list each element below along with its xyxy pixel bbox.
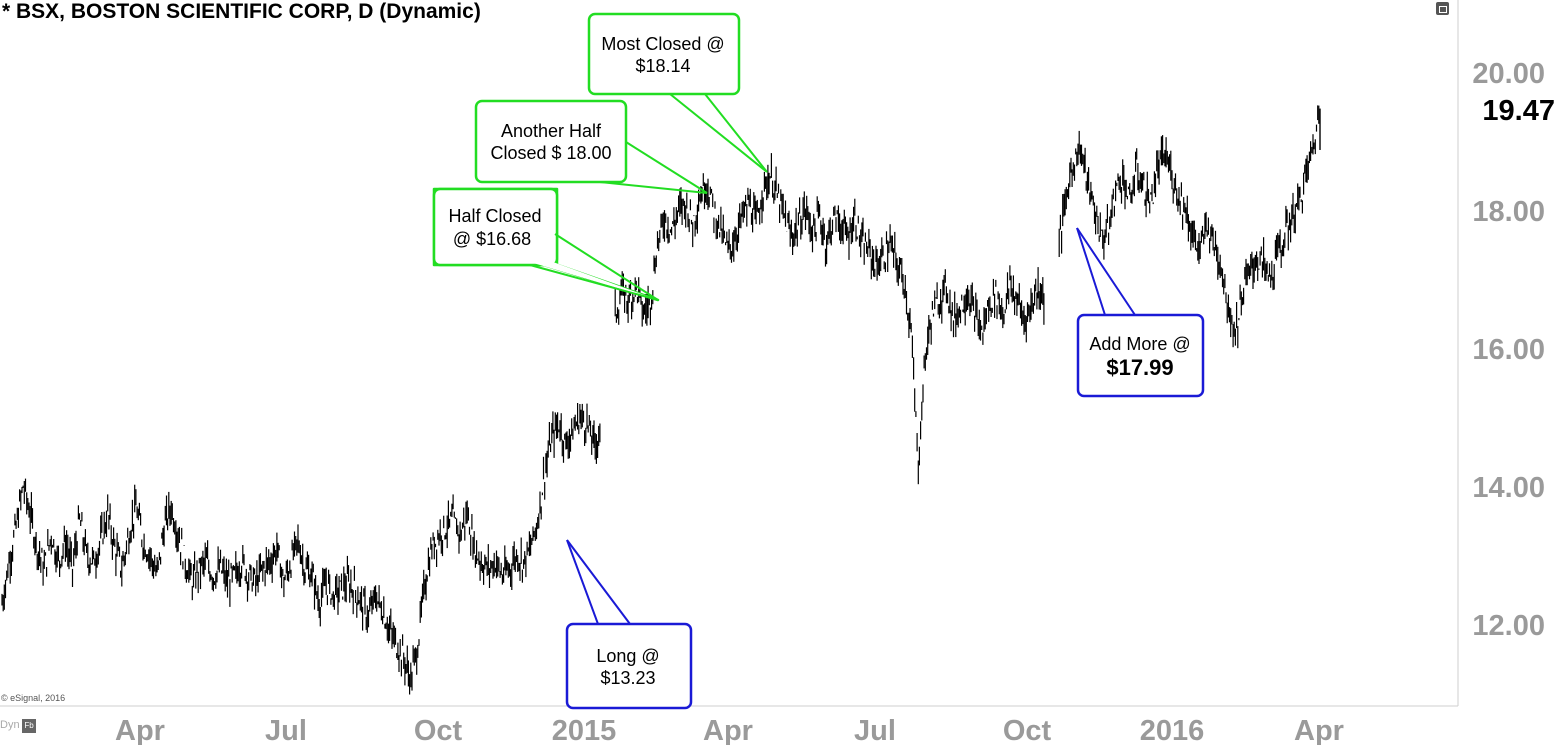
annotation-text: $13.23 <box>600 668 655 688</box>
chart-title: * BSX, BOSTON SCIENTIFIC CORP, D (Dynami… <box>2 0 481 23</box>
x-tick-label: 2016 <box>1140 715 1205 745</box>
annotation-half-closed: Half Closed @ $16.68 <box>432 187 660 302</box>
x-tick-label: Apr <box>703 715 753 745</box>
copyright-text: © eSignal, 2016 <box>1 693 65 703</box>
dyn-label: Dyn <box>0 719 20 731</box>
annotation-text: Another Half <box>501 121 602 141</box>
dyn-icon[interactable]: Fb <box>22 719 36 733</box>
annotation-text: Most Closed @ <box>601 34 724 54</box>
x-tick-label: Apr <box>115 715 165 745</box>
x-tick-label: Oct <box>1003 715 1052 745</box>
annotation-text: $18.14 <box>635 56 690 76</box>
y-tick-label: 14.00 <box>1472 472 1545 504</box>
x-tick-label: 2015 <box>552 715 617 745</box>
y-tick-label: 20.00 <box>1472 58 1545 90</box>
annotation-text: @ $16.68 <box>453 229 531 249</box>
annotation-add-more: Add More @ $17.99 <box>1076 227 1205 398</box>
price-bars <box>1 105 1321 695</box>
annotation-text: Add More @ <box>1089 334 1190 354</box>
annotation-another-half: Another Half Closed $ 18.00 <box>474 99 708 194</box>
annotation-most-closed: Most Closed @ $18.14 <box>587 12 768 173</box>
x-tick-label: Apr <box>1294 715 1344 745</box>
x-tick-label: Jul <box>265 715 307 745</box>
annotation-text: Closed $ 18.00 <box>490 143 611 163</box>
y-tick-label: 12.00 <box>1472 610 1545 642</box>
window-restore-icon[interactable] <box>1436 2 1449 15</box>
annotation-text: Half Closed <box>448 206 541 226</box>
annotation-text: $17.99 <box>1106 355 1173 380</box>
y-tick-label: 16.00 <box>1472 334 1545 366</box>
x-tick-label: Oct <box>414 715 463 745</box>
annotation-text: Long @ <box>596 646 659 666</box>
y-tick-label: 18.00 <box>1472 196 1545 228</box>
x-tick-label: Jul <box>854 715 896 745</box>
annotation-long: Long @ $13.23 <box>565 539 693 710</box>
last-price-label: 19.47 <box>1482 95 1555 127</box>
